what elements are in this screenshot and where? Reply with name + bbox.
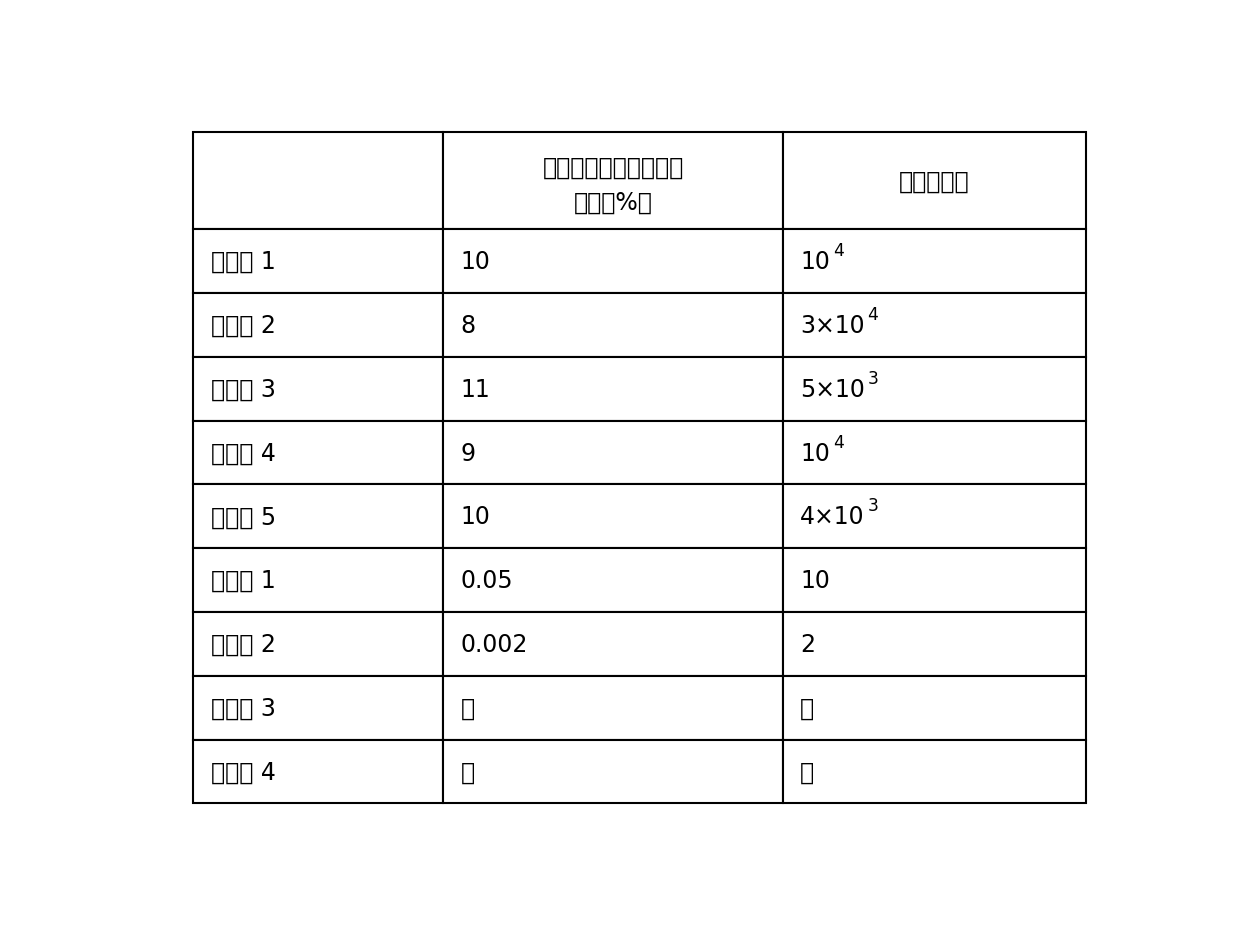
Text: 对比例 1: 对比例 1: [211, 568, 275, 592]
Text: 实施例 2: 实施例 2: [211, 313, 275, 337]
Bar: [444, 613, 783, 676]
Text: 8: 8: [461, 313, 476, 337]
Text: 实施例 1: 实施例 1: [211, 250, 275, 273]
Bar: [193, 549, 444, 613]
Bar: [193, 485, 444, 549]
Text: 11: 11: [461, 377, 491, 401]
Text: 效率（%）: 效率（%）: [574, 191, 653, 215]
Bar: [193, 133, 444, 230]
Text: 5×10: 5×10: [800, 377, 865, 401]
Bar: [783, 358, 1087, 421]
Bar: [444, 358, 783, 421]
Bar: [193, 358, 444, 421]
Bar: [783, 294, 1087, 358]
Text: 0.05: 0.05: [461, 568, 513, 592]
Text: 实施例 5: 实施例 5: [211, 505, 276, 528]
Text: 对比例 3: 对比例 3: [211, 696, 275, 720]
Bar: [444, 676, 783, 740]
Text: 对比例 2: 对比例 2: [211, 632, 275, 656]
Text: 10: 10: [800, 250, 830, 273]
Text: 无: 无: [800, 760, 814, 783]
Bar: [193, 676, 444, 740]
Bar: [444, 549, 783, 613]
Bar: [783, 676, 1087, 740]
Text: 无: 无: [800, 696, 814, 720]
Text: 实施例 4: 实施例 4: [211, 441, 275, 465]
Text: 3×10: 3×10: [800, 313, 865, 337]
Text: 无: 无: [461, 696, 475, 720]
Bar: [193, 294, 444, 358]
Text: 无: 无: [461, 760, 475, 783]
Text: 9: 9: [461, 441, 476, 465]
Bar: [783, 485, 1087, 549]
Text: 10: 10: [800, 568, 830, 592]
Text: 0.002: 0.002: [461, 632, 528, 656]
Text: 3: 3: [867, 370, 878, 387]
Bar: [783, 740, 1087, 804]
Text: 对比例 4: 对比例 4: [211, 760, 275, 783]
Bar: [444, 133, 783, 230]
Bar: [783, 613, 1087, 676]
Text: 4: 4: [833, 433, 844, 451]
Bar: [783, 230, 1087, 294]
Text: 红外光转变为可见光的: 红外光转变为可见光的: [543, 156, 684, 180]
Bar: [444, 485, 783, 549]
Text: 4×10: 4×10: [800, 505, 865, 528]
Bar: [193, 613, 444, 676]
Bar: [783, 421, 1087, 485]
Bar: [444, 421, 783, 485]
Bar: [193, 740, 444, 804]
Text: 发光对比度: 发光对比度: [900, 170, 970, 194]
Text: 4: 4: [867, 306, 878, 324]
Text: 10: 10: [461, 505, 491, 528]
Bar: [783, 549, 1087, 613]
Bar: [444, 740, 783, 804]
Bar: [193, 421, 444, 485]
Bar: [783, 133, 1087, 230]
Text: 3: 3: [867, 497, 878, 514]
Bar: [444, 294, 783, 358]
Text: 10: 10: [461, 250, 491, 273]
Bar: [444, 230, 783, 294]
Text: 4: 4: [833, 242, 844, 260]
Bar: [193, 230, 444, 294]
Text: 实施例 3: 实施例 3: [211, 377, 275, 401]
Text: 2: 2: [800, 632, 815, 656]
Text: 10: 10: [800, 441, 830, 465]
